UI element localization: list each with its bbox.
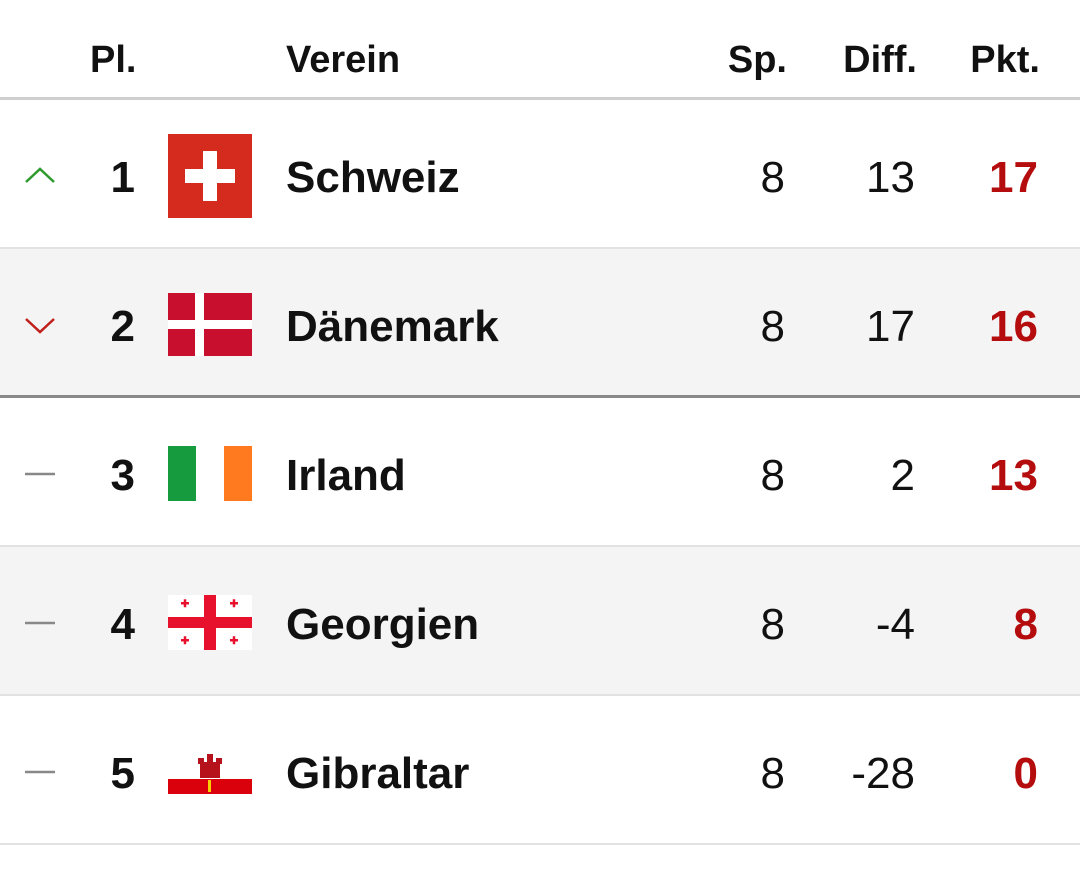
place: 5 <box>110 749 135 798</box>
team: Dänemark <box>286 302 499 351</box>
goal-diff: -28 <box>851 749 915 798</box>
table-row[interactable]: 3 Irland 8 2 13 <box>0 398 1080 547</box>
trend-up <box>25 167 55 183</box>
flag <box>168 134 252 218</box>
header-cell: Pl. <box>90 39 137 81</box>
points: 0 <box>1013 749 1038 798</box>
points: 13 <box>989 451 1038 500</box>
place: 3 <box>110 451 135 500</box>
place: 1 <box>110 153 135 202</box>
header-cell: Diff. <box>843 39 917 81</box>
flag <box>168 293 252 356</box>
trend-same <box>25 621 55 625</box>
trend-same <box>25 770 55 774</box>
points: 8 <box>1013 600 1038 649</box>
trend-down <box>25 318 55 334</box>
points: 17 <box>989 153 1038 202</box>
place: 2 <box>110 302 135 351</box>
goal-diff: 13 <box>866 153 915 202</box>
team: Gibraltar <box>286 749 470 798</box>
games: 8 <box>760 302 785 351</box>
games: 8 <box>760 451 785 500</box>
goal-diff: -4 <box>875 600 915 649</box>
goal-diff: 17 <box>866 302 915 351</box>
header-cell: Sp. <box>727 39 787 81</box>
flag <box>168 446 252 501</box>
table-row[interactable]: 1 Schweiz 8 13 17 <box>0 100 1080 249</box>
table-row[interactable]: 4 Georgien 8 -4 8 <box>0 547 1080 696</box>
header-cell: Pkt. <box>970 39 1040 81</box>
table-row[interactable]: 2 Dänemark 8 17 16 <box>0 249 1080 398</box>
games: 8 <box>760 600 785 649</box>
header-cell: Verein <box>286 39 401 81</box>
goal-diff: 2 <box>890 451 915 500</box>
team: Georgien <box>286 600 480 649</box>
table-row[interactable]: 5 Gibraltar 8 -28 0 <box>0 696 1080 845</box>
games: 8 <box>760 153 785 202</box>
flag <box>168 750 252 794</box>
games: 8 <box>760 749 785 798</box>
points: 16 <box>989 302 1038 351</box>
trend-same <box>25 472 55 476</box>
team: Irland <box>286 451 406 500</box>
table-header: Pl. Verein Sp. Diff. Pkt. <box>0 0 1080 100</box>
flag <box>168 595 252 650</box>
team: Schweiz <box>286 153 460 202</box>
place: 4 <box>110 600 135 649</box>
